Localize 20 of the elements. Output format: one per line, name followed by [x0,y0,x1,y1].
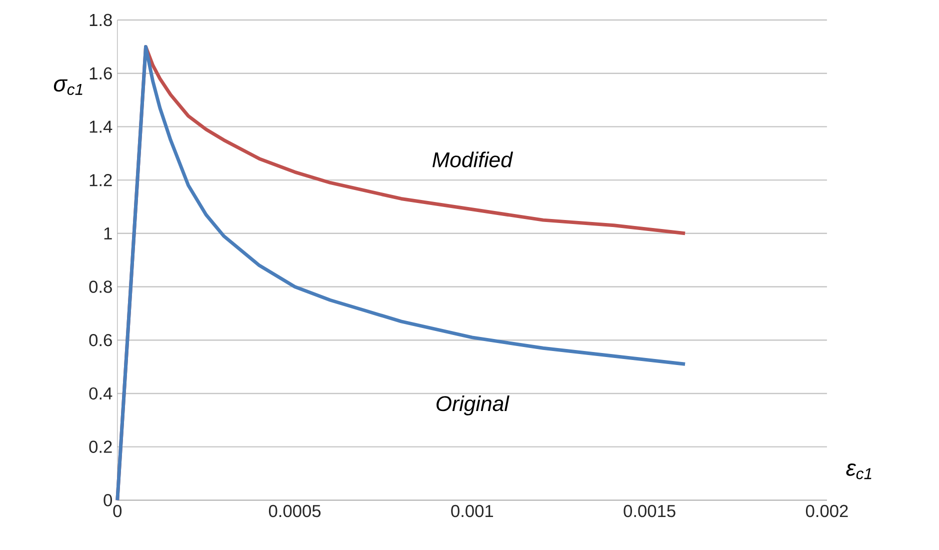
line-series [116,44,687,502]
y-tick-label: 0 [104,494,112,506]
y-tick-label: 0.6 [89,334,112,346]
y-tick-label: 0.2 [89,440,112,453]
x-tick-label: 0.001 [451,504,494,518]
y-tick-label: 1.2 [90,174,112,186]
y-tick-label: 0.4 [89,387,112,400]
y-axis-title: σ$_{c1}$ [54,79,82,95]
x-tick-label: 0 [113,504,122,518]
x-axis-title: ε$_{c1}$ [846,463,872,480]
x-tick-label: 0.0015 [624,504,676,518]
text: Original [436,395,510,416]
x-tick-label: 0.0005 [268,504,321,518]
x-tick-label: 0.002 [806,504,848,518]
y-tick-label: 1.4 [90,120,112,133]
y-tick-label: 1.8 [90,14,112,26]
series-label: Modified [432,152,514,168]
y-tick-label: 0.8 [89,280,112,293]
y-tick-label: 1.6 [90,67,112,80]
y-tick-label: 1 [104,227,112,240]
